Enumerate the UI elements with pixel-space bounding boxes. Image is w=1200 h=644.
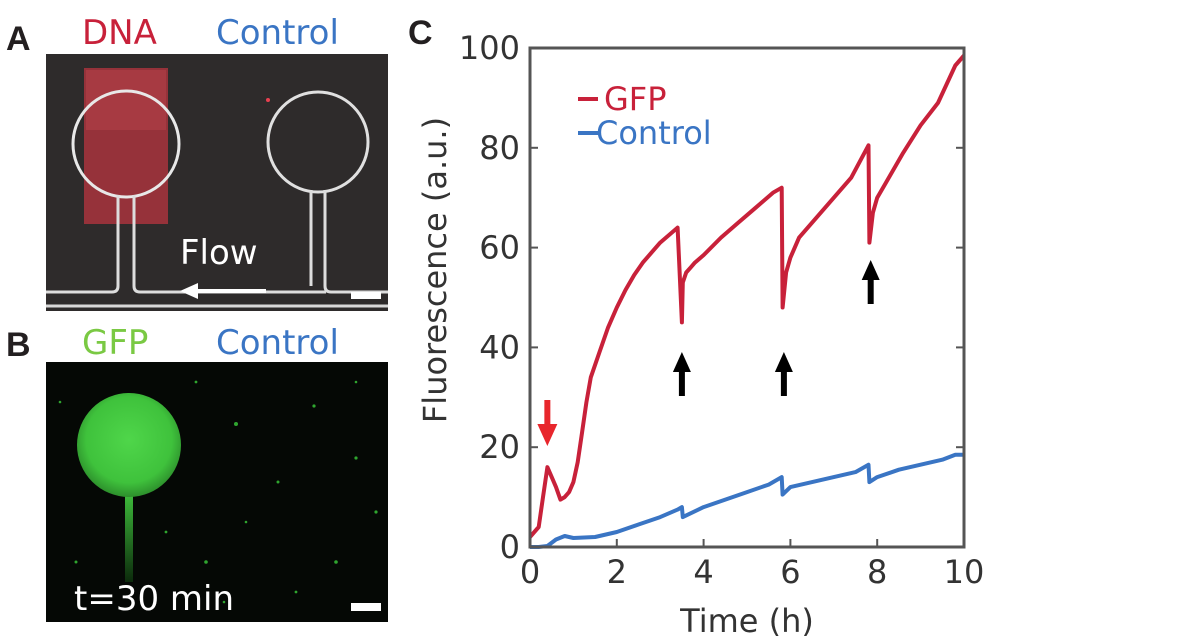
induction-arrow: [537, 400, 558, 446]
x-tick-label: 8: [867, 553, 887, 591]
y-tick-label: 40: [479, 328, 520, 366]
legend-control-label: Control: [596, 114, 712, 152]
series-line-control: [530, 452, 964, 549]
x-tick-label: 6: [780, 553, 800, 591]
x-tick-label: 4: [693, 553, 713, 591]
panel-b-micrograph-svg: [46, 362, 388, 622]
y-tick-label: 100: [459, 29, 520, 67]
x-axis-title: Time (h): [679, 602, 814, 640]
y-tick-label: 80: [479, 129, 520, 167]
series-line-gfp: [528, 54, 966, 539]
x-tick-label: 0: [520, 553, 540, 591]
dilution-arrow: [774, 352, 793, 396]
dilution-arrow: [861, 260, 880, 304]
y-tick-label: 20: [479, 428, 520, 466]
panel-a-micrograph: [46, 54, 388, 311]
time-label: t=30 min: [74, 579, 235, 619]
panel-a-letter: A: [6, 20, 31, 58]
y-axis-title: Fluorescence (a.u.): [416, 117, 454, 423]
panel-b-letter: B: [6, 326, 31, 364]
panel-a-control-label: Control: [216, 13, 339, 53]
annotation-arrows: [537, 260, 880, 446]
y-tick-label: 0: [500, 528, 520, 566]
x-tick-label: 10: [944, 553, 985, 591]
series-lines: [528, 54, 966, 549]
panel-b-micrograph: [46, 362, 388, 622]
panel-a-dna-label: DNA: [82, 13, 157, 53]
fluorescence-chart: Fluorescence (a.u.) Time (h) 0 2 4 6 8 100204…: [416, 29, 984, 640]
dilution-arrow: [672, 352, 691, 396]
panel-b-gfp-label: GFP: [82, 323, 149, 363]
legend-gfp-label: GFP: [604, 80, 667, 118]
flow-label: Flow: [180, 233, 258, 273]
panel-a-micrograph-svg: [46, 54, 388, 311]
panel-c-letter: C: [408, 14, 433, 52]
y-tick-label: 60: [479, 229, 520, 267]
legend: GFP Control: [578, 80, 712, 152]
panel-b-control-label: Control: [216, 323, 339, 363]
x-tick-label: 2: [607, 553, 627, 591]
plot-frame: [528, 46, 966, 549]
